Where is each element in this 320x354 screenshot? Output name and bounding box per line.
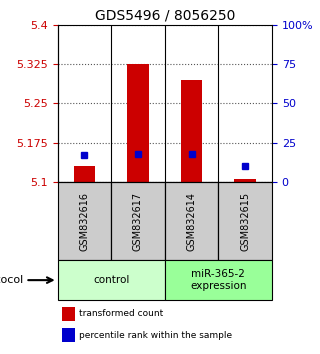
Bar <box>58 182 111 261</box>
Bar <box>74 166 95 182</box>
Text: GSM832615: GSM832615 <box>240 192 250 251</box>
Text: control: control <box>93 275 129 285</box>
Bar <box>165 182 218 261</box>
Bar <box>235 179 256 182</box>
Text: transformed count: transformed count <box>79 309 163 318</box>
Text: GSM832617: GSM832617 <box>133 192 143 251</box>
Bar <box>62 307 75 321</box>
Bar <box>218 182 272 261</box>
Bar <box>111 182 165 261</box>
Text: percentile rank within the sample: percentile rank within the sample <box>79 331 232 339</box>
Title: GDS5496 / 8056250: GDS5496 / 8056250 <box>95 8 235 22</box>
Bar <box>181 80 202 182</box>
Text: GSM832616: GSM832616 <box>79 192 89 251</box>
Text: GSM832614: GSM832614 <box>187 192 196 251</box>
Text: miR-365-2
expression: miR-365-2 expression <box>190 269 247 291</box>
Bar <box>58 261 165 300</box>
Bar <box>165 261 272 300</box>
Bar <box>62 328 75 342</box>
Text: protocol: protocol <box>0 275 23 285</box>
Bar <box>127 64 149 182</box>
